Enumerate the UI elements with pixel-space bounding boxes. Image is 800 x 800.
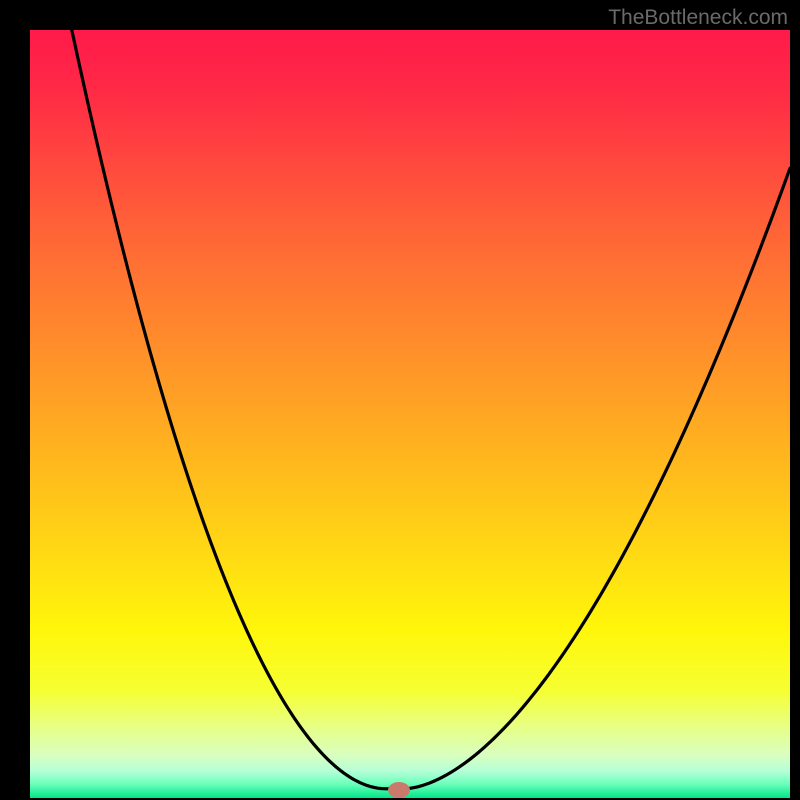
gradient-background bbox=[30, 30, 790, 798]
plot-area bbox=[30, 30, 790, 798]
optimal-point-marker bbox=[388, 782, 410, 798]
watermark-text: TheBottleneck.com bbox=[608, 6, 788, 30]
